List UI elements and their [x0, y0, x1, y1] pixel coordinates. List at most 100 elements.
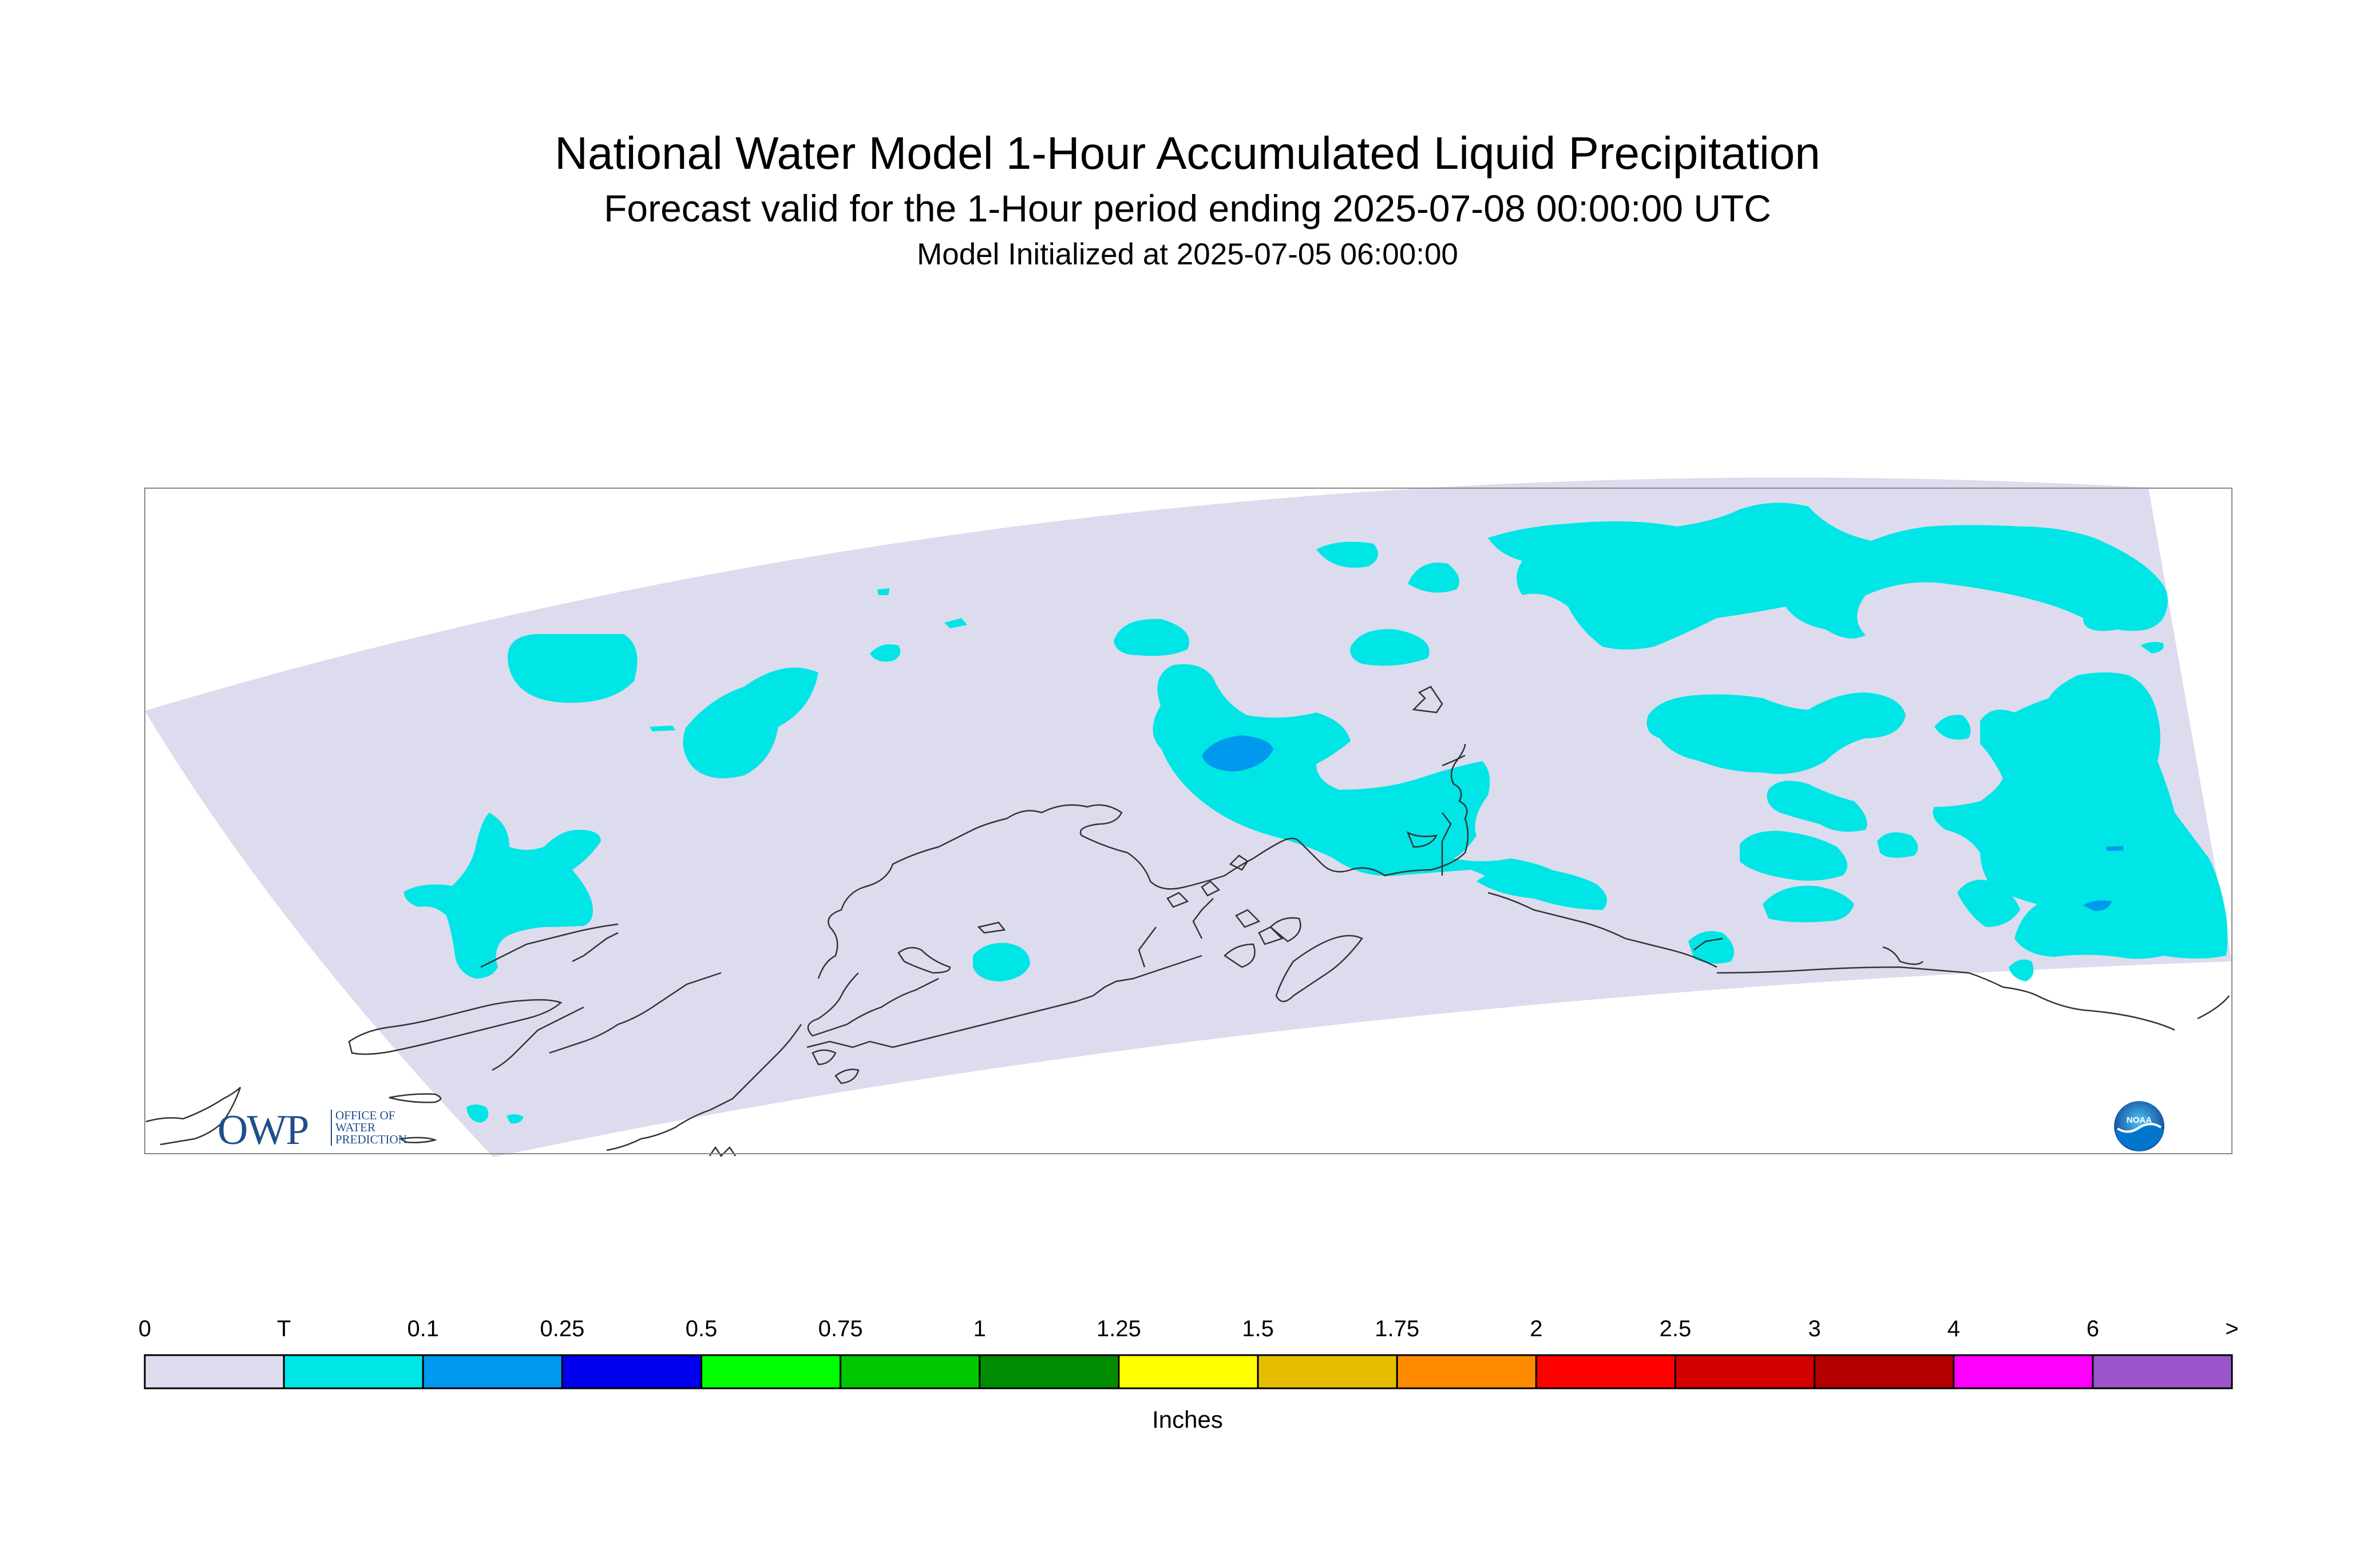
colorbar-swatch	[1118, 1354, 1259, 1389]
coastline	[1201, 880, 1221, 897]
colorbar-tick-label: 0.5	[685, 1316, 718, 1341]
coastline	[1487, 892, 1717, 968]
precip-area	[650, 726, 675, 731]
coastline	[348, 999, 563, 1055]
coastline	[708, 1146, 737, 1157]
precip-area	[1767, 781, 1867, 832]
colorbar-swatch	[144, 1354, 285, 1389]
coastline	[1258, 926, 1284, 945]
coastline	[807, 972, 939, 1037]
precip-area	[1114, 619, 1189, 656]
coastline	[1229, 854, 1249, 871]
precip-area	[1202, 735, 1273, 771]
precip-area	[2009, 959, 2034, 981]
coastline	[1441, 812, 1452, 876]
coastline	[480, 923, 619, 968]
coastline	[897, 947, 951, 974]
precip-area	[1488, 502, 2168, 650]
noaa-logo: NOAA	[2114, 1101, 2164, 1151]
coastline	[1224, 943, 1256, 968]
coastline	[572, 932, 619, 963]
precip-tenth-areas	[1202, 735, 2123, 911]
precip-area	[1153, 664, 1568, 900]
precip-area	[1316, 541, 1378, 568]
coastline	[806, 1000, 1076, 1048]
colorbar-tick-label: 4	[1947, 1316, 1960, 1341]
colorbar-tick-label: 1	[973, 1316, 986, 1341]
coastline	[1406, 831, 1438, 848]
colorbar-swatch	[840, 1354, 981, 1389]
precip-area	[1763, 885, 1854, 922]
colorbar-swatch	[561, 1354, 703, 1389]
precip-area	[466, 1104, 489, 1123]
coastline	[549, 972, 722, 1054]
colorbar-swatch	[1396, 1354, 1537, 1389]
precip-area	[1477, 866, 1607, 910]
colorbar-tick-label: 2	[1530, 1316, 1543, 1341]
coastline	[398, 1137, 438, 1143]
colorbar-tick-label: >	[2225, 1316, 2239, 1341]
coastline	[1075, 955, 1202, 1003]
coastline	[492, 1006, 584, 1071]
precip-area	[973, 943, 1030, 981]
colorbar-swatch	[1674, 1354, 1816, 1389]
precip-area	[1877, 832, 1918, 858]
coastline	[2197, 995, 2230, 1020]
colorbar-tick-label: T	[276, 1316, 291, 1341]
precip-area	[1934, 715, 1971, 740]
precip-area	[1740, 830, 1847, 881]
coastline	[1269, 917, 1301, 943]
coastline	[1275, 935, 1363, 1003]
colorbar-swatch	[1257, 1354, 1398, 1389]
colorbar-tick-label: 1.75	[1375, 1316, 1420, 1341]
precip-area	[1688, 931, 1734, 964]
model-init-subtitle: Model Initialized at 2025-07-05 06:00:00	[917, 237, 1458, 271]
precip-area	[506, 1114, 524, 1124]
colorbar-swatch	[2092, 1354, 2233, 1389]
noaa-logo-text: NOAA	[2127, 1115, 2152, 1125]
precip-area	[2140, 738, 2150, 755]
precip-area	[508, 634, 638, 703]
colorbar-swatch	[422, 1354, 563, 1389]
colorbar-tick-label: 3	[1808, 1316, 1821, 1341]
coastlines	[145, 686, 2230, 1157]
colorbar-unit-label: Inches	[1152, 1406, 1223, 1433]
colorbar-tick-label: 0	[138, 1316, 152, 1341]
owp-logo-mark: OWP	[217, 1107, 309, 1154]
precip-area	[403, 813, 601, 979]
colorbar-tick-label: 0.75	[818, 1316, 863, 1341]
precip-area	[2083, 900, 2112, 911]
coastline	[1693, 937, 1723, 951]
precip-area	[944, 618, 967, 628]
precip-trace-areas	[403, 502, 2228, 1124]
colorbar-tick-label: 1.25	[1096, 1316, 1141, 1341]
colorbar-swatch	[1953, 1354, 2094, 1389]
precip-area	[1957, 880, 2020, 927]
coastline	[1442, 754, 1466, 767]
coastline	[834, 1068, 860, 1084]
precip-area	[1408, 563, 1459, 593]
coastline	[145, 1087, 242, 1146]
coastline	[1166, 892, 1189, 908]
owp-logo-line: WATER	[335, 1120, 375, 1134]
coastline	[389, 1093, 442, 1103]
precip-area	[2106, 846, 2123, 851]
precip-area	[870, 644, 901, 662]
precip-area	[1933, 672, 2228, 959]
coastline	[606, 1109, 710, 1151]
coastline	[1882, 946, 1923, 965]
forecast-valid-subtitle: Forecast valid for the 1-Hour period end…	[604, 187, 1771, 229]
colorbar-swatch	[979, 1354, 1120, 1389]
owp-logo-line: OFFICE OF	[335, 1108, 395, 1122]
coastline	[1716, 966, 2175, 1031]
map-title: National Water Model 1-Hour Accumulated …	[555, 128, 1820, 179]
coastline	[1138, 926, 1157, 968]
colorbar-tick-label: 2.5	[1659, 1316, 1692, 1341]
colorbar-swatch	[1535, 1354, 1676, 1389]
coastline	[709, 1024, 802, 1111]
coastline	[812, 1049, 837, 1066]
coastline	[1192, 898, 1214, 939]
coastline	[817, 743, 1469, 979]
coastline	[1412, 686, 1443, 714]
coastline	[1235, 909, 1261, 928]
